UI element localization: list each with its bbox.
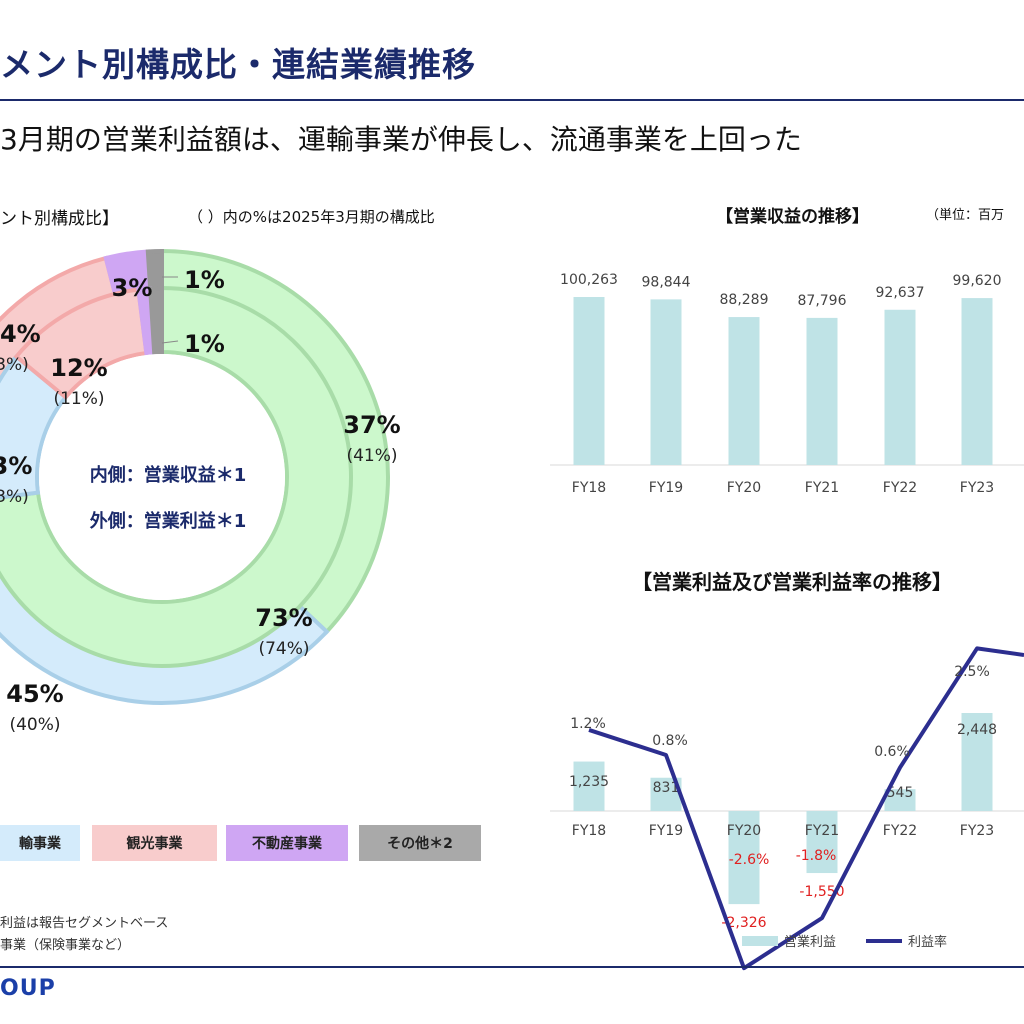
donut-label-pct-7: 45% xyxy=(6,680,63,708)
company-logo: OUP xyxy=(0,976,56,1001)
margin-label-FY23: 2.5% xyxy=(954,664,990,680)
sales-chart-unit: （単位：百万 xyxy=(926,208,1005,223)
donut-label-pct-8: 3% xyxy=(0,452,32,480)
donut-center-outer-label: 外側：営業利益＊1 xyxy=(90,510,247,532)
donut-chart-title: ント別構成比】 xyxy=(0,209,119,229)
legend-transport: 輸事業 xyxy=(0,825,80,861)
legend-bar-label: 営業利益 xyxy=(784,934,836,950)
profit-bar-FY21 xyxy=(806,811,838,874)
profit-value-label-FY20: -2,326 xyxy=(721,915,766,931)
profit-bar-FY18 xyxy=(573,761,605,811)
donut-label-pct-6: 73% xyxy=(255,604,312,632)
donut-label-pct-5: 37% xyxy=(343,411,400,439)
margin-label-FY19: 0.8% xyxy=(652,733,688,749)
footnote-1: 利益は報告セグメントベース xyxy=(0,916,169,931)
donut-label-pct-1: 1% xyxy=(184,330,225,358)
sales-tick-label-FY23: FY23 xyxy=(960,480,994,496)
donut-chart-note: （ ）内の%は2025年3月期の構成比 xyxy=(188,208,435,226)
profit-tick-label-FY23: FY23 xyxy=(960,823,994,839)
donut-hole xyxy=(39,354,285,600)
donut-label-sub-6: (74%) xyxy=(258,639,309,659)
donut-label-sub-3: 3%) xyxy=(0,355,29,375)
profit-tick-label-FY21: FY21 xyxy=(805,823,839,839)
legend-tourism: 観光事業 xyxy=(92,825,217,861)
margin-label-FY18: 1.2% xyxy=(570,716,606,732)
sales-bar-FY23 xyxy=(961,298,993,465)
profit-bar-FY22 xyxy=(884,789,916,811)
legend-realestate: 不動産事業 xyxy=(226,825,348,861)
sales-tick-label-FY20: FY20 xyxy=(727,480,761,496)
title-divider xyxy=(0,99,1024,101)
sales-bar-FY22 xyxy=(884,309,916,465)
profit-value-label-FY18: 1,235 xyxy=(569,774,609,790)
leader-line-inner-other xyxy=(161,340,179,344)
profit-tick-label-FY19: FY19 xyxy=(649,823,683,839)
donut-center-inner-label: 内側：営業収益＊1 xyxy=(90,464,247,486)
footnote-2: 事業（保険事業など） xyxy=(0,938,131,953)
donut-label-pct-2: 3% xyxy=(112,274,153,302)
profit-value-label-FY23: 2,448 xyxy=(957,722,997,738)
sales-chart-title: 【営業収益の推移】 xyxy=(716,207,869,227)
inner-ring-slice-4 xyxy=(148,285,164,355)
donut-label-pct-4: 12% xyxy=(50,354,107,382)
legend-bar-swatch xyxy=(742,936,778,946)
donut-label-sub-7: (40%) xyxy=(9,715,60,735)
profit-bar-FY23 xyxy=(961,713,993,811)
sales-value-label-FY19: 98,844 xyxy=(642,274,691,290)
profit-tick-label-FY20: FY20 xyxy=(727,823,761,839)
profit-tick-label-FY22: FY22 xyxy=(883,823,917,839)
inner-ring-slice-0 xyxy=(0,285,353,668)
sales-value-label-FY22: 92,637 xyxy=(876,285,925,301)
donut-label-sub-5: (41%) xyxy=(346,446,397,466)
sales-value-label-FY20: 88,289 xyxy=(720,292,769,308)
legend-line-label: 利益率 xyxy=(908,934,947,950)
sales-bar-FY18 xyxy=(573,297,605,465)
page-subtitle: 3月期の営業利益額は、運輸事業が伸長し、流通事業を上回った xyxy=(0,123,802,156)
sales-value-label-FY18: 100,263 xyxy=(560,272,618,288)
profit-tick-label-FY18: FY18 xyxy=(572,823,606,839)
sales-tick-label-FY19: FY19 xyxy=(649,480,683,496)
donut-label-pct-3: 14% xyxy=(0,320,41,348)
sales-tick-label-FY22: FY22 xyxy=(883,480,917,496)
sales-tick-label-FY18: FY18 xyxy=(572,480,606,496)
profit-value-label-FY22: 545 xyxy=(887,785,914,801)
margin-label-FY21: -1.8% xyxy=(796,848,837,864)
profit-value-label-FY19: 831 xyxy=(653,780,680,796)
margin-line xyxy=(588,646,1024,971)
sales-bar-FY21 xyxy=(806,317,838,465)
profit-bar-FY20 xyxy=(728,811,760,905)
margin-label-FY22: 0.6% xyxy=(874,744,910,760)
sales-value-label-FY21: 87,796 xyxy=(798,293,847,309)
donut-label-pct-0: 1% xyxy=(184,266,225,294)
donut-label-sub-8: 3%) xyxy=(0,487,29,507)
margin-label-FY20: -2.6% xyxy=(729,852,770,868)
page-title: メント別構成比・連結業績推移 xyxy=(0,45,476,84)
sales-value-label-FY23: 99,620 xyxy=(953,273,1002,289)
sales-bar-FY19 xyxy=(650,299,682,465)
footer-divider xyxy=(0,966,1024,968)
donut-label-sub-4: (11%) xyxy=(53,389,104,409)
legend-other: その他＊2 xyxy=(359,825,481,861)
sales-bar-FY20 xyxy=(728,317,760,465)
profit-chart-title: 【営業利益及び営業利益率の推移】 xyxy=(632,570,952,594)
sales-tick-label-FY21: FY21 xyxy=(805,480,839,496)
